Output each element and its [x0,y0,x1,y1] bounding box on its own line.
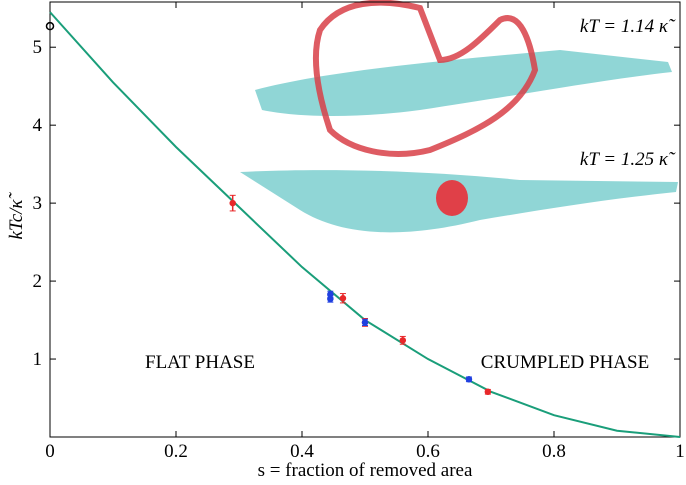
data-point [327,295,334,303]
annotation: CRUMPLED PHASE [481,352,649,373]
annotation: kT = 1.25 κ̃ [580,149,676,170]
marker [484,388,492,396]
plot-frame [49,1,681,438]
marker [327,295,334,303]
membrane-illustrations [240,0,678,233]
marker [45,21,55,31]
annotation: kT = 1.14 κ̃ [580,16,676,37]
data-point [465,376,473,383]
marker [339,294,347,302]
data-point [399,335,407,345]
x-tick-label: 0.4 [290,441,314,462]
y-tick-label: 5 [33,37,43,58]
x-axis-label: s = fraction of removed area [258,460,473,480]
marker [465,376,473,383]
x-tick-label: 0.8 [542,441,566,462]
data-point [45,21,55,31]
y-tick-label: 3 [33,193,43,214]
data-point [229,194,236,212]
marker [399,337,407,344]
y-tick-label: 2 [33,271,43,292]
data-point [339,293,347,304]
data-point [361,318,369,327]
annotation: FLAT PHASE [145,352,255,373]
x-tick-label: 0 [45,441,55,462]
x-tick-label: 0.6 [416,441,440,462]
marker [361,319,369,326]
data-point [484,388,492,396]
x-tick-label: 1 [675,441,685,462]
marker [229,199,236,207]
y-tick-label: 1 [33,349,43,370]
x-tick-label: 0.2 [164,441,188,462]
y-axis-label: kTc/κ̃ [6,191,27,239]
y-tick-label: 4 [33,115,43,136]
